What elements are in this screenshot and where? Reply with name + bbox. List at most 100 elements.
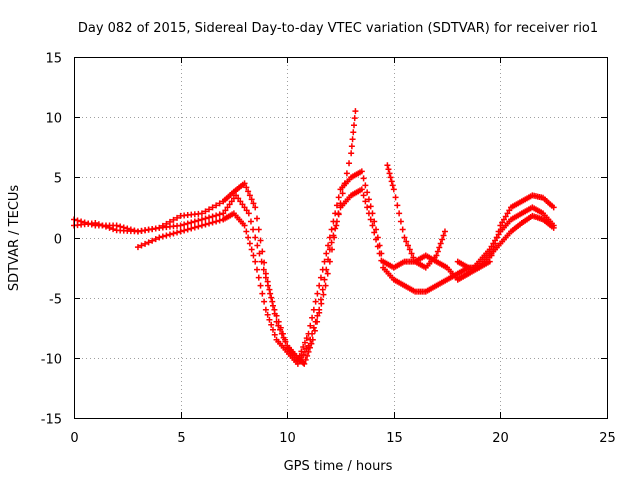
data-point-marker bbox=[396, 210, 403, 217]
data-point-marker bbox=[316, 282, 323, 289]
chart-title: Day 082 of 2015, Sidereal Day-to-day VTE… bbox=[78, 21, 598, 36]
y-tick-label: -10 bbox=[41, 353, 62, 368]
data-point-marker bbox=[174, 214, 181, 221]
data-point-marker bbox=[346, 160, 353, 167]
data-point-marker bbox=[388, 178, 395, 185]
x-tick-label: 10 bbox=[279, 431, 296, 446]
data-point-marker bbox=[296, 357, 303, 364]
data-point-marker bbox=[321, 258, 328, 265]
data-point-marker bbox=[198, 216, 205, 223]
data-point-marker bbox=[301, 360, 308, 367]
data-point-marker bbox=[275, 322, 282, 329]
data-point-marker bbox=[364, 204, 371, 211]
data-point-marker bbox=[326, 246, 333, 253]
data-point-marker bbox=[385, 166, 392, 173]
data-point-marker bbox=[184, 220, 191, 227]
data-point-marker bbox=[330, 232, 337, 239]
data-point-marker bbox=[88, 221, 95, 228]
y-tick-label: -15 bbox=[41, 413, 62, 428]
data-point-marker bbox=[332, 210, 339, 217]
axis-ticks: 0 5 10 15 20 25 -15 -10 -5 0 5 10 15 bbox=[41, 52, 616, 447]
data-point-marker bbox=[138, 242, 145, 249]
data-point-marker bbox=[253, 215, 260, 222]
data-point-marker bbox=[248, 196, 255, 203]
data-point-marker bbox=[343, 170, 350, 177]
series-arc-5 bbox=[454, 204, 557, 283]
data-point-marker bbox=[493, 234, 500, 241]
data-point-marker bbox=[253, 266, 260, 273]
data-point-marker bbox=[259, 290, 266, 297]
data-point-marker bbox=[360, 192, 367, 199]
data-point-marker bbox=[373, 226, 380, 233]
data-point-marker bbox=[390, 186, 397, 193]
series-arc-4 bbox=[384, 162, 557, 283]
data-point-marker bbox=[351, 122, 358, 129]
data-point-marker bbox=[228, 198, 235, 205]
data-point-marker bbox=[367, 203, 374, 210]
x-tick-label: 5 bbox=[177, 431, 185, 446]
data-point-marker bbox=[325, 256, 332, 263]
data-point-marker bbox=[392, 194, 399, 201]
data-point-marker bbox=[401, 234, 408, 241]
data-point-marker bbox=[301, 339, 308, 346]
data-point-marker bbox=[328, 226, 335, 233]
data-point-marker bbox=[312, 318, 319, 325]
data-point-marker bbox=[268, 294, 275, 301]
data-point-marker bbox=[394, 202, 401, 209]
data-point-marker bbox=[216, 200, 223, 207]
data-point-marker bbox=[317, 274, 324, 281]
data-point-marker bbox=[248, 246, 255, 253]
data-point-marker bbox=[371, 229, 378, 236]
data-point-marker bbox=[222, 207, 229, 214]
data-point-marker bbox=[378, 257, 385, 264]
data-point-marker bbox=[550, 224, 557, 231]
data-point-marker bbox=[166, 231, 173, 238]
data-point-marker bbox=[326, 234, 333, 241]
data-point-marker bbox=[261, 259, 268, 266]
data-point-marker bbox=[198, 210, 205, 217]
data-point-marker bbox=[202, 208, 209, 215]
data-point-marker bbox=[328, 239, 335, 246]
data-point-marker bbox=[488, 243, 495, 250]
data-point-marker bbox=[250, 226, 257, 233]
data-point-marker bbox=[269, 302, 276, 309]
data-point-marker bbox=[81, 219, 88, 226]
data-point-marker bbox=[367, 216, 374, 223]
data-point-marker bbox=[202, 221, 209, 228]
data-point-marker bbox=[324, 270, 331, 277]
data-point-marker bbox=[74, 217, 81, 224]
data-point-marker bbox=[305, 342, 312, 349]
data-point-marker bbox=[492, 237, 499, 244]
data-point-marker bbox=[156, 234, 163, 241]
data-point-marker bbox=[437, 240, 444, 247]
data-point-marker bbox=[206, 214, 213, 221]
data-point-marker bbox=[314, 290, 321, 297]
data-point-marker bbox=[181, 221, 188, 228]
data-point-marker bbox=[241, 180, 248, 187]
data-point-marker bbox=[235, 195, 242, 202]
data-point-marker bbox=[252, 204, 259, 211]
data-point-marker bbox=[365, 196, 372, 203]
data-point-marker bbox=[403, 238, 410, 245]
data-point-marker bbox=[365, 210, 372, 217]
data-point-marker bbox=[243, 184, 250, 191]
data-point-marker bbox=[245, 234, 252, 241]
data-point-marker bbox=[266, 286, 273, 293]
x-tick-label: 15 bbox=[386, 431, 403, 446]
data-point-marker bbox=[120, 224, 127, 231]
series-arc-3 bbox=[134, 186, 472, 367]
data-point-marker bbox=[177, 228, 184, 235]
data-point-marker bbox=[333, 218, 340, 225]
data-point-marker bbox=[358, 168, 365, 175]
data-point-marker bbox=[278, 330, 285, 337]
data-point-marker bbox=[209, 204, 216, 211]
data-point-marker bbox=[241, 204, 248, 211]
data-point-marker bbox=[303, 345, 310, 352]
data-point-marker bbox=[301, 348, 308, 355]
data-point-marker bbox=[273, 318, 280, 325]
x-axis-label: GPS time / hours bbox=[284, 459, 393, 474]
data-point-marker bbox=[307, 336, 314, 343]
data-point-marker bbox=[213, 202, 220, 209]
data-point-marker bbox=[257, 237, 264, 244]
